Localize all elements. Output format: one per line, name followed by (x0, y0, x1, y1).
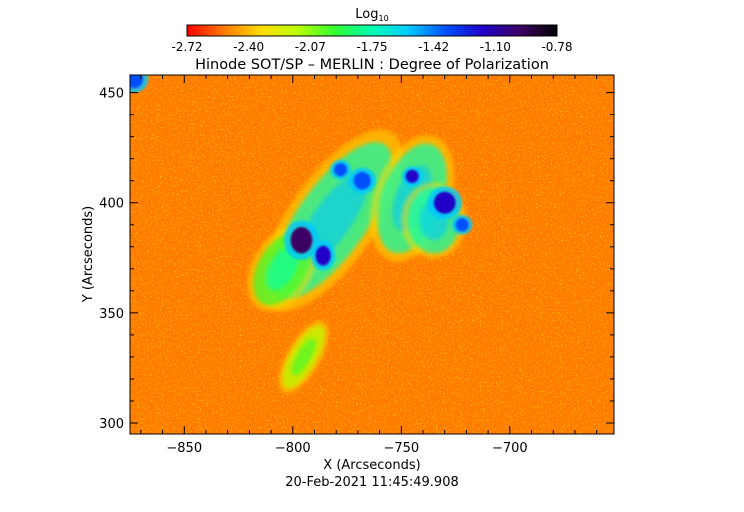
colorbar-ticks: -2.72 -2.40 -2.07 -1.75 -1.42 -1.10 -0.78 (171, 40, 572, 54)
colorbar-tick-label: -2.07 (295, 40, 326, 54)
y-tick-label: 450 (99, 87, 124, 102)
y-tick-label: 350 (99, 307, 124, 322)
plage-region (278, 320, 329, 393)
x-tick-label: −850 (166, 441, 202, 456)
knot-region (401, 166, 423, 187)
x-tick-label: −750 (383, 441, 419, 456)
knot-region (451, 214, 473, 235)
knot-region (330, 159, 351, 180)
colorbar-tick-label: -1.10 (480, 40, 511, 54)
x-tick-label: −700 (492, 441, 528, 456)
colorbar-tick-label: -1.42 (418, 40, 449, 54)
axes: −850 −800 −750 −700 300 350 400 450 (99, 75, 614, 456)
knot-region (427, 186, 463, 220)
polarization-map (130, 75, 614, 434)
colorbar-label: Log10 (355, 7, 388, 23)
y-axis-label: Y (Arcseconds) (81, 206, 96, 303)
y-tick-label: 400 (99, 197, 124, 212)
polarization-features (130, 75, 473, 393)
plot-frame (129, 74, 615, 435)
pore-region (284, 220, 319, 261)
colorbar-tick-label: -1.75 (356, 40, 387, 54)
colorbar-tick-label: -2.72 (171, 40, 202, 54)
chart-title: Hinode SOT/SP – MERLIN : Degree of Polar… (195, 57, 549, 73)
x-axis-label: X (Arcseconds) (323, 458, 420, 473)
colorbar-tick-label: -2.40 (233, 40, 264, 54)
colorbar (186, 24, 558, 37)
pore-region (311, 240, 336, 271)
knot-region (130, 75, 149, 93)
x-tick-label: −800 (275, 441, 311, 456)
timestamp: 20-Feb-2021 11:45:49.908 (285, 475, 459, 490)
knot-region (348, 167, 377, 194)
y-tick-label: 300 (99, 417, 124, 432)
colorbar-tick-label: -0.78 (541, 40, 572, 54)
